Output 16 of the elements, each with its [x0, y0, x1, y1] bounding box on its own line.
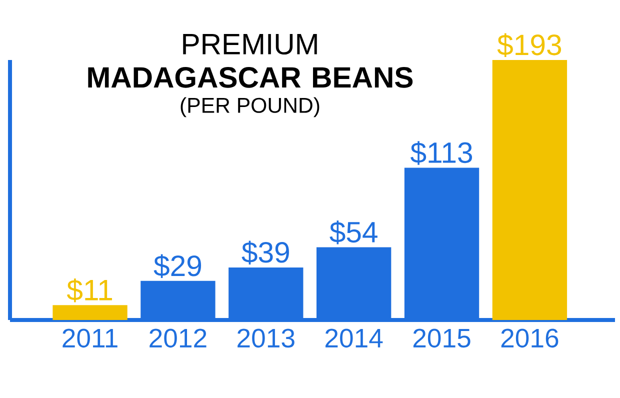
text: (PER POUND)	[180, 97, 320, 118]
chart-title: PREMIUM MADAGASCAR BEANS	[88, 34, 413, 88]
data-label: $39	[242, 240, 289, 265]
data-label: $11	[66, 278, 112, 302]
x-tick-label: 2011	[62, 328, 118, 348]
data-label: $54	[330, 220, 378, 244]
x-tick-label: 2012	[150, 328, 206, 348]
x-tick-label: 2013	[238, 328, 294, 348]
bar	[52, 305, 128, 320]
x-tick-label: 2016	[501, 328, 558, 348]
x-tick-label: 2014	[326, 328, 383, 348]
data-label: $113	[410, 141, 472, 165]
data-label: $193	[497, 33, 562, 58]
bar	[492, 60, 568, 320]
data-label: $29	[154, 254, 202, 278]
x-tick-label: 2015	[413, 328, 470, 348]
